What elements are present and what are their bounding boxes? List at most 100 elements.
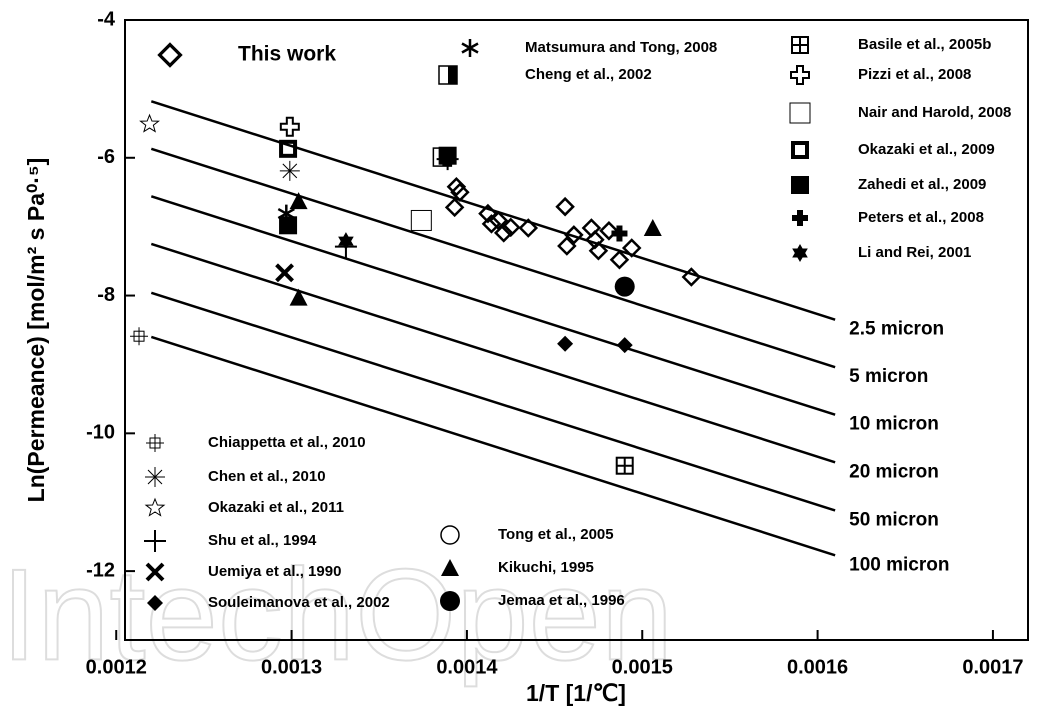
marker-part xyxy=(446,176,467,197)
marker xyxy=(130,327,149,346)
marker xyxy=(450,182,470,202)
marker-part xyxy=(588,241,609,261)
marker-part xyxy=(599,221,619,241)
marker xyxy=(461,39,479,57)
x-axis-label: 1/T [1/℃] xyxy=(526,680,626,706)
marker-part xyxy=(147,595,163,611)
marker xyxy=(478,203,498,224)
marker xyxy=(410,209,432,231)
line-label: 10 micron xyxy=(849,414,939,435)
marker xyxy=(446,176,467,197)
marker xyxy=(279,216,298,235)
marker-part xyxy=(611,225,628,242)
marker-part xyxy=(436,148,459,171)
marker xyxy=(681,267,702,287)
legend-label: Uemiya et al., 1990 xyxy=(208,563,341,580)
legend-label: Nair and Harold, 2008 xyxy=(858,104,1011,121)
marker xyxy=(790,65,810,85)
marker-part xyxy=(614,276,635,297)
plot-frame xyxy=(124,19,1029,641)
marker xyxy=(144,497,166,517)
marker-part xyxy=(621,238,642,258)
marker-part xyxy=(139,113,160,133)
legend-label: Chen et al., 2010 xyxy=(208,468,326,485)
marker-part xyxy=(441,559,459,576)
marker xyxy=(147,595,163,611)
marker xyxy=(279,116,300,137)
marker-part xyxy=(478,203,498,224)
x-tick-label: 0.0016 xyxy=(787,656,848,678)
legend-label: Cheng et al., 2002 xyxy=(525,66,652,83)
marker xyxy=(518,218,539,238)
marker-part xyxy=(609,249,630,270)
x-tick-label: 0.0014 xyxy=(436,656,498,678)
marker xyxy=(139,113,160,133)
marker-part xyxy=(279,216,298,235)
marker xyxy=(555,196,575,217)
y-tick-label: -4 xyxy=(97,8,116,30)
marker-part xyxy=(792,210,808,226)
marker-part xyxy=(481,214,502,234)
marker xyxy=(145,467,165,487)
marker-part xyxy=(279,160,300,181)
legend-label: Zahedi et al., 2009 xyxy=(858,176,986,193)
marker-part xyxy=(157,42,183,68)
marker xyxy=(557,335,574,352)
marker xyxy=(609,249,630,270)
marker-part xyxy=(410,209,432,231)
thickness-line xyxy=(150,147,836,369)
marker xyxy=(444,197,465,218)
line-label: 100 micron xyxy=(849,554,949,575)
marker-part xyxy=(289,288,308,306)
marker xyxy=(279,160,300,181)
marker-part xyxy=(275,263,294,283)
marker xyxy=(791,141,809,159)
marker xyxy=(789,102,811,124)
marker-part xyxy=(557,236,577,256)
marker xyxy=(614,276,635,297)
legend-label: Okazaki et al., 2009 xyxy=(858,141,995,158)
marker-part xyxy=(557,335,574,352)
y-tick-label: -12 xyxy=(86,559,115,581)
legend-label: Tong et al., 2005 xyxy=(498,526,614,543)
marker xyxy=(441,559,459,576)
marker-part xyxy=(450,182,470,202)
marker xyxy=(791,176,809,194)
marker-part xyxy=(792,37,808,53)
y-tick-label: -10 xyxy=(86,422,115,444)
legend-label: Basile et al., 2005b xyxy=(858,36,991,53)
marker xyxy=(493,223,514,243)
marker-part xyxy=(144,497,166,517)
marker-part xyxy=(440,525,460,545)
marker xyxy=(792,210,808,226)
x-tick-label: 0.0013 xyxy=(261,656,322,678)
marker-part xyxy=(146,434,164,452)
marker-part xyxy=(643,219,662,237)
line-label: 5 micron xyxy=(849,366,928,387)
marker-part xyxy=(130,327,149,346)
legend-label: Shu et al., 1994 xyxy=(208,532,317,549)
line-label: 20 micron xyxy=(849,461,939,482)
marker xyxy=(564,225,584,245)
marker xyxy=(481,214,502,234)
legend-label: Kikuchi, 1995 xyxy=(498,559,594,576)
marker-part xyxy=(440,591,460,611)
legend-label: Pizzi et al., 2008 xyxy=(858,66,971,83)
marker-part xyxy=(279,116,300,137)
legend-label: Matsumura and Tong, 2008 xyxy=(525,39,717,56)
marker xyxy=(289,288,308,306)
legend-label: Chiappetta et al., 2010 xyxy=(208,434,366,451)
marker-part xyxy=(334,235,357,258)
marker xyxy=(289,192,308,210)
marker xyxy=(588,241,609,261)
marker-part xyxy=(289,192,308,210)
marker-part xyxy=(616,337,633,354)
marker-part xyxy=(145,467,165,487)
thickness-line xyxy=(150,335,836,557)
thickness-line xyxy=(150,242,836,464)
marker xyxy=(440,525,460,545)
marker xyxy=(643,219,662,237)
marker xyxy=(792,244,808,262)
marker xyxy=(621,238,642,258)
thickness-line xyxy=(150,195,836,416)
